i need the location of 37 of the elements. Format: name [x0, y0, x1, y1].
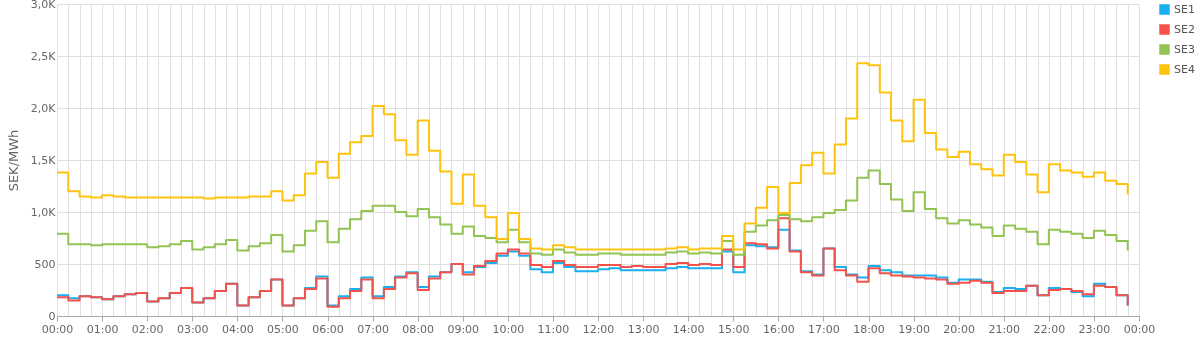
x-tick-label: 02:00	[131, 322, 164, 336]
x-tick-label: 03:00	[176, 322, 209, 336]
x-tick-label: 04:00	[221, 322, 254, 336]
x-tick-label: 00:00	[41, 322, 74, 336]
y-tick-label: 0	[48, 309, 56, 323]
x-tick-label: 15:00	[717, 322, 750, 336]
y-tick-label: 500	[34, 257, 56, 271]
x-tick-label: 11:00	[537, 322, 570, 336]
x-tick-label: 09:00	[447, 322, 480, 336]
x-tick-label: 01:00	[86, 322, 119, 336]
x-tick-label: 21:00	[988, 322, 1021, 336]
y-tick-label: 2,0K	[30, 101, 57, 115]
x-tick-label: 16:00	[762, 322, 795, 336]
x-tick-label: 14:00	[672, 322, 705, 336]
x-tick-label: 08:00	[402, 322, 435, 336]
x-tick-label: 18:00	[853, 322, 885, 336]
legend-label: SE1	[1174, 2, 1195, 16]
x-tick-label: 22:00	[1033, 322, 1066, 336]
x-tick-label: 12:00	[582, 322, 615, 336]
y-tick-label: 1,5K	[30, 153, 57, 167]
x-tick-label: 00:00	[1123, 322, 1156, 336]
x-tick-label: 20:00	[943, 322, 976, 336]
y-tick-label: 2,5K	[30, 49, 57, 63]
y-axis-title: SEK/MWh	[5, 129, 21, 192]
y-tick-label: 1,0K	[30, 205, 57, 219]
x-tick-label: 05:00	[267, 322, 299, 336]
legend-label: SE3	[1174, 42, 1195, 56]
x-tick-label: 23:00	[1078, 322, 1111, 336]
x-tick-label: 06:00	[312, 322, 344, 336]
legend-label: SE2	[1174, 22, 1195, 36]
x-tick-label: 13:00	[627, 322, 660, 336]
legend-label: SE4	[1174, 62, 1195, 76]
x-tick-label: 19:00	[898, 322, 930, 336]
x-tick-label: 17:00	[808, 322, 840, 336]
y-tick-label: 3,0K	[30, 0, 57, 11]
x-tick-label: 07:00	[357, 322, 389, 336]
x-tick-label: 10:00	[492, 322, 525, 336]
